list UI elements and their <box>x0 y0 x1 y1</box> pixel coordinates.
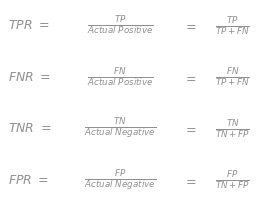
Text: $\frac{\it{FN}}{\it{TP + FN}}$: $\frac{\it{FN}}{\it{TP + FN}}$ <box>215 66 250 88</box>
Text: $\it{FPR}\ =$: $\it{FPR}\ =$ <box>8 174 49 187</box>
Text: $\frac{\it{FN}}{\it{Actual\ Positive}}$: $\frac{\it{FN}}{\it{Actual\ Positive}}$ <box>87 66 154 89</box>
Text: $\it{TPR}\ =$: $\it{TPR}\ =$ <box>8 19 50 32</box>
Text: $\frac{\it{TN}}{\it{TN + FP}}$: $\frac{\it{TN}}{\it{TN + FP}}$ <box>215 118 250 140</box>
Text: $=$: $=$ <box>183 19 197 32</box>
Text: $\it{TNR}\ =$: $\it{TNR}\ =$ <box>8 122 52 135</box>
Text: $\frac{\it{TN}}{\it{Actual\ Negative}}$: $\frac{\it{TN}}{\it{Actual\ Negative}}$ <box>84 117 156 141</box>
Text: $\frac{\it{TP}}{\it{TP + FN}}$: $\frac{\it{TP}}{\it{TP + FN}}$ <box>215 15 250 37</box>
Text: $\frac{\it{FP}}{\it{TN + FP}}$: $\frac{\it{FP}}{\it{TN + FP}}$ <box>215 169 250 191</box>
Text: $\frac{\it{FP}}{\it{Actual\ Negative}}$: $\frac{\it{FP}}{\it{Actual\ Negative}}$ <box>84 168 156 192</box>
Text: $\it{FNR}\ =$: $\it{FNR}\ =$ <box>8 71 51 84</box>
Text: $=$: $=$ <box>183 71 197 84</box>
Text: $\frac{\it{TP}}{\it{Actual\ Positive}}$: $\frac{\it{TP}}{\it{Actual\ Positive}}$ <box>87 14 154 37</box>
Text: $=$: $=$ <box>183 122 197 135</box>
Text: $=$: $=$ <box>183 174 197 187</box>
